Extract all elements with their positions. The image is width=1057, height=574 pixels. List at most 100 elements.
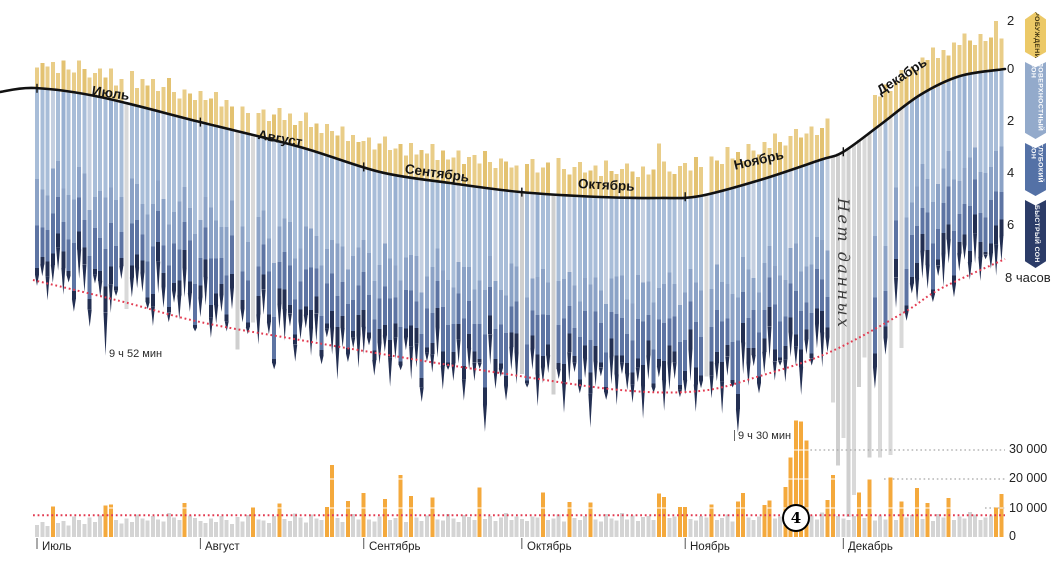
awake-bar [135,88,140,108]
steps-bar [266,522,271,537]
rem-sleep-segment [646,340,651,356]
steps-10k-separator [830,507,835,509]
steps-bar [40,522,45,537]
day-sleep-bar [799,137,804,396]
awake-bar [145,85,150,110]
rem-sleep-segment [45,261,50,277]
light-sleep-segment [778,173,783,276]
light-sleep-segment [530,192,535,279]
steps-bar [488,515,493,537]
rem-sleep-tip [667,362,672,390]
deep-sleep-segment [166,265,171,307]
steps-bar [424,515,429,537]
steps-bar [403,521,408,537]
rem-sleep-segment [50,253,55,265]
rem-sleep-segment [82,247,87,265]
day-sleep-bar [562,168,566,414]
light-sleep-segment [372,170,377,282]
medium-sleep-segment [630,303,635,341]
light-sleep-segment [930,88,935,203]
day-sleep-bar [962,33,967,260]
rem-sleep-segment [909,277,914,284]
medium-sleep-segment [382,243,387,287]
steps-bar [967,512,972,537]
medium-sleep-segment [377,265,382,299]
steps-10k-separator [662,507,667,509]
rem-sleep-tip [472,362,477,382]
rem-sleep-tip [556,369,561,380]
light-sleep-segment [440,181,445,271]
deep-sleep-segment [409,290,414,326]
steps-bar [245,514,250,537]
light-sleep-segment [61,91,66,189]
rem-sleep-tip [150,306,155,327]
rem-sleep-segment [915,262,920,279]
rem-sleep-segment [672,351,677,363]
light-sleep-segment [430,180,435,268]
rem-sleep-tip [430,354,435,373]
day-sleep-bar [683,162,688,395]
day-sleep-bar [124,103,129,310]
rem-sleep-tip [641,385,646,419]
light-sleep-segment [135,106,140,184]
steps-bar [720,518,725,537]
deep-sleep-segment [303,269,308,307]
steps-bar [699,515,704,537]
month-label-top-october: Октябрь [577,176,635,194]
steps-10k-separator [799,449,804,451]
rem-sleep-segment [324,323,329,329]
day-sleep-bar [951,42,956,298]
deep-sleep-segment [224,275,229,315]
steps-bar [409,495,414,537]
awake-bar [472,154,477,188]
light-sleep-segment [224,128,229,228]
rem-sleep-segment [129,265,134,278]
day-sleep-bar [219,106,224,312]
rem-sleep-segment [161,273,166,287]
rem-sleep-segment [820,311,825,333]
deep-sleep-segment [651,349,656,384]
light-sleep-segment [282,143,287,219]
rem-sleep-tip [161,286,166,308]
light-sleep-segment [87,95,92,210]
steps-bar [662,496,667,537]
rem-sleep-segment [482,387,487,405]
awake-bar [45,66,50,91]
rem-sleep-tip [446,365,451,370]
hour-axis-label: 2 [1007,13,1015,28]
deep-sleep-segment [504,333,509,377]
rem-sleep-tip [403,336,408,351]
rem-sleep-tip [214,304,219,324]
awake-bar [920,57,925,95]
medium-sleep-segment [746,269,751,319]
steps-10k-separator [999,507,1004,509]
awake-bar [330,131,335,159]
light-sleep-segment [714,191,719,265]
awake-bar [941,50,946,85]
rem-sleep-tip [456,339,461,364]
day-sleep-bar [583,172,588,379]
rem-sleep-segment [583,345,588,359]
medium-sleep-segment [999,146,1004,192]
steps-bar [604,514,609,537]
medium-sleep-segment [293,258,298,300]
steps-bar [677,507,682,537]
deep-sleep-segment [229,235,234,274]
rem-sleep-segment [588,372,593,394]
rem-sleep-tip [688,349,693,382]
medium-sleep-segment [562,278,566,319]
medium-sleep-segment [625,299,630,334]
rem-sleep-tip [129,277,134,298]
steps-bar [862,517,867,537]
medium-sleep-segment [504,295,509,334]
rem-sleep-segment [256,296,261,315]
rem-sleep-segment [103,286,108,313]
rem-sleep-segment [693,367,698,385]
day-sleep-bar [899,70,904,349]
steps-bar [936,514,941,537]
light-sleep-segment [662,197,667,285]
month-label-bottom-september: Сентябрь [369,541,421,553]
light-sleep-segment [967,74,972,158]
awake-bar [504,161,509,192]
awake-bar [688,170,693,198]
